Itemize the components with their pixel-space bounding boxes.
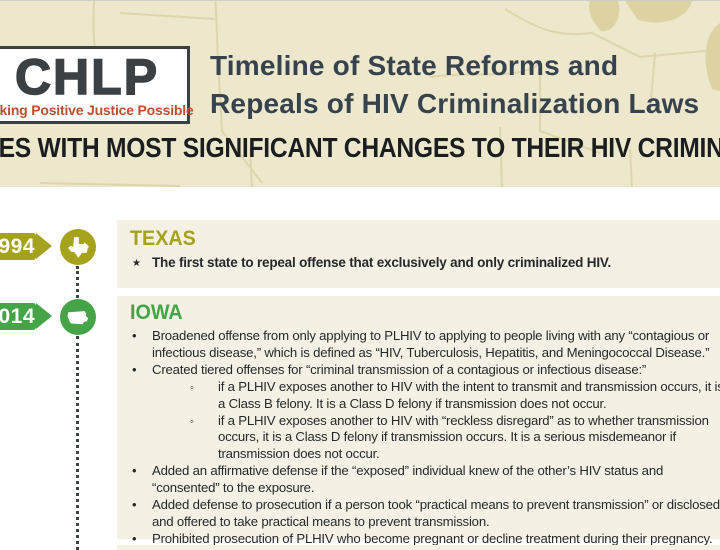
us-map-background	[0, 1, 720, 187]
bullet-item: • Broadened offense from only applying to…	[117, 328, 720, 362]
section-banner: STATES WITH MOST SIGNIFICANT CHANGES TO …	[0, 132, 720, 163]
page-title: Timeline of State Reforms and Repeals of…	[210, 47, 720, 123]
bullet-icon: •	[132, 361, 137, 377]
timeline-dotted-connector	[76, 336, 79, 550]
bullet-item: ◦ if a PLHIV exposes another to HIV with …	[117, 413, 720, 464]
bullet-item: • Created tiered offenses for “criminal t…	[117, 362, 720, 379]
bullet-item: • Added defense to prosecution if a perso…	[117, 497, 720, 531]
bullet-text: Prohibited prosecution of PLHIV who beco…	[152, 530, 713, 546]
page-title-line1: Timeline of State Reforms and	[210, 50, 619, 81]
chlp-logo: CHLP Making Positive Justice Possible	[0, 46, 194, 124]
bullet-text: The first state to repeal offense that e…	[152, 255, 611, 270]
bullet-text: Broadened offense from only applying to …	[152, 328, 710, 360]
page-title-line2: Repeals of HIV Criminalization Laws	[210, 88, 700, 119]
bullet-item: • Added an affirmative defense if the “ex…	[117, 463, 720, 497]
arrow-tip	[36, 233, 52, 259]
bullet-item: ◦ if a PLHIV exposes another to HIV with …	[117, 379, 720, 413]
bullet-icon: •	[132, 328, 137, 343]
texas-state-icon	[60, 229, 96, 265]
year-label: 2014	[0, 303, 36, 330]
bullet-icon: ◦	[190, 381, 194, 394]
bullet-text: if a PLHIV exposes another to HIV with t…	[218, 378, 720, 411]
timeline-dotted-connector	[76, 266, 79, 298]
texas-section: TEXAS ★ The first state to repeal offense…	[117, 220, 720, 288]
texas-bullet-list: ★ The first state to repeal offense that …	[117, 255, 720, 272]
bullet-text: Created tiered offenses for “criminal tr…	[152, 361, 647, 377]
iowa-heading: IOWA	[130, 301, 183, 324]
bullet-text: Added defense to prosecution if a person…	[152, 497, 720, 529]
header-banner: CHLP Making Positive Justice Possible Ti…	[0, 0, 720, 187]
iowa-bullet-list: • Broadened offense from only applying to…	[117, 328, 720, 550]
chlp-logo-acronym: CHLP	[14, 48, 160, 105]
iowa-state-icon	[60, 299, 96, 335]
bullet-icon: •	[132, 463, 137, 479]
year-label: 1994	[0, 233, 36, 260]
next-section-partial	[117, 545, 720, 550]
texas-heading: TEXAS	[130, 227, 196, 250]
bullet-item: ★ The first state to repeal offense that …	[117, 255, 720, 272]
bullet-icon: •	[132, 530, 137, 546]
bullet-item: • Prohibited prosecution of PLHIV who bec…	[117, 531, 720, 548]
iowa-section: IOWA • Broadened offense from only applyi…	[117, 296, 720, 550]
arrow-tip	[36, 303, 52, 329]
bullet-text: if a PLHIV exposes another to HIV with “…	[218, 412, 709, 462]
star-bullet-icon: ★	[132, 258, 141, 269]
bullet-icon: •	[132, 497, 137, 513]
bullet-text: Added an affirmative defense if the “exp…	[152, 463, 664, 496]
chlp-logo-tagline: Making Positive Justice Possible	[0, 101, 194, 118]
bullet-icon: ◦	[190, 415, 194, 428]
